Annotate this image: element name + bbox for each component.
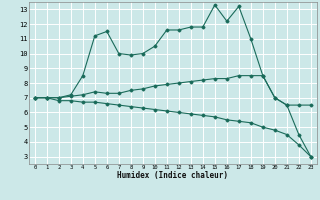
X-axis label: Humidex (Indice chaleur): Humidex (Indice chaleur) (117, 171, 228, 180)
